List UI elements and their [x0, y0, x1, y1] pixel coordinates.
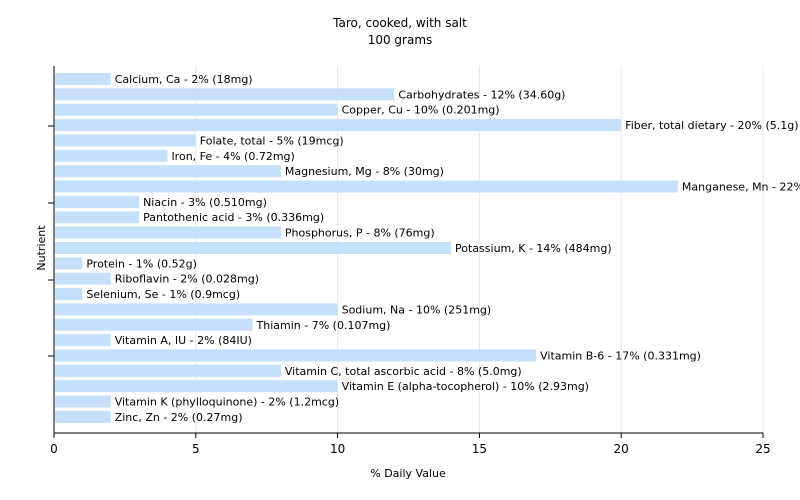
bar-label-22: Zinc, Zn - 2% (0.27mg) [115, 411, 243, 424]
bar-label-19: Vitamin C, total ascorbic acid - 8% (5.0… [285, 365, 522, 378]
bar-label-18: Vitamin B-6 - 17% (0.331mg) [540, 349, 701, 362]
bar-label-2: Copper, Cu - 10% (0.201mg) [342, 104, 500, 117]
x-tick-label-4: 20 [614, 442, 629, 456]
bar-18 [55, 349, 537, 362]
bar-0 [55, 73, 111, 85]
bar-label-7: Manganese, Mn - 22% (0.449mg) [682, 181, 800, 194]
x-tick-label-3: 15 [472, 442, 487, 456]
x-tick-labels: 0 5 10 15 20 25 [50, 433, 771, 456]
bar-label-4: Folate, total - 5% (19mcg) [200, 134, 344, 147]
x-axis-label: % Daily Value [370, 467, 446, 480]
bars: Calcium, Ca - 2% (18mg) Carbohydrates - 1… [55, 73, 800, 424]
bar-20 [55, 380, 338, 393]
bar-label-10: Phosphorus, P - 8% (76mg) [285, 227, 435, 240]
bar-12 [55, 257, 83, 270]
bar-14 [55, 288, 83, 301]
bar-label-21: Vitamin K (phylloquinone) - 2% (1.2mcg) [115, 396, 339, 409]
bar-21 [55, 395, 111, 408]
bar-19 [55, 364, 281, 377]
bar-label-17: Vitamin A, IU - 2% (84IU) [115, 334, 252, 347]
bar-22 [55, 410, 111, 423]
bar-label-11: Potassium, K - 14% (484mg) [455, 242, 612, 255]
bar-17 [55, 334, 111, 347]
x-tick-label-5: 25 [755, 442, 770, 456]
bar-label-20: Vitamin E (alpha-tocopherol) - 10% (2.93… [342, 380, 589, 393]
bar-10 [55, 226, 281, 239]
bar-label-3: Fiber, total dietary - 20% (5.1g) [625, 119, 798, 132]
x-tick-label-1: 5 [192, 442, 200, 456]
bar-15 [55, 303, 338, 316]
bar-3 [55, 119, 622, 132]
bar-label-9: Pantothenic acid - 3% (0.336mg) [143, 211, 324, 224]
bar-label-16: Thiamin - 7% (0.107mg) [256, 319, 391, 332]
bar-label-5: Iron, Fe - 4% (0.72mg) [171, 150, 294, 163]
axes [48, 66, 763, 434]
bar-6 [55, 165, 281, 178]
bar-16 [55, 318, 253, 331]
x-tick-label-2: 10 [330, 442, 345, 456]
bar-13 [55, 272, 111, 285]
chart-title: Taro, cooked, with salt [332, 16, 467, 30]
bar-label-12: Protein - 1% (0.52g) [86, 257, 197, 270]
bar-4 [55, 134, 196, 147]
bar-label-13: Riboflavin - 2% (0.028mg) [115, 273, 259, 286]
bar-label-8: Niacin - 3% (0.510mg) [143, 196, 267, 209]
bar-label-1: Carbohydrates - 12% (34.60g) [398, 88, 565, 101]
bar-label-15: Sodium, Na - 10% (251mg) [342, 303, 492, 316]
bar-8 [55, 195, 140, 208]
bar-9 [55, 211, 140, 224]
bar-1 [55, 88, 395, 101]
bar-5 [55, 149, 168, 162]
bar-label-0: Calcium, Ca - 2% (18mg) [115, 73, 253, 86]
chart-subtitle: 100 grams [368, 33, 433, 47]
bar-label-6: Magnesium, Mg - 8% (30mg) [285, 165, 444, 178]
x-tick-label-0: 0 [50, 442, 58, 456]
bar-2 [55, 103, 338, 116]
bar-11 [55, 241, 452, 254]
y-axis-label: Nutrient [35, 225, 48, 271]
bar-label-14: Selenium, Se - 1% (0.9mcg) [86, 288, 240, 301]
bar-7 [55, 180, 678, 193]
